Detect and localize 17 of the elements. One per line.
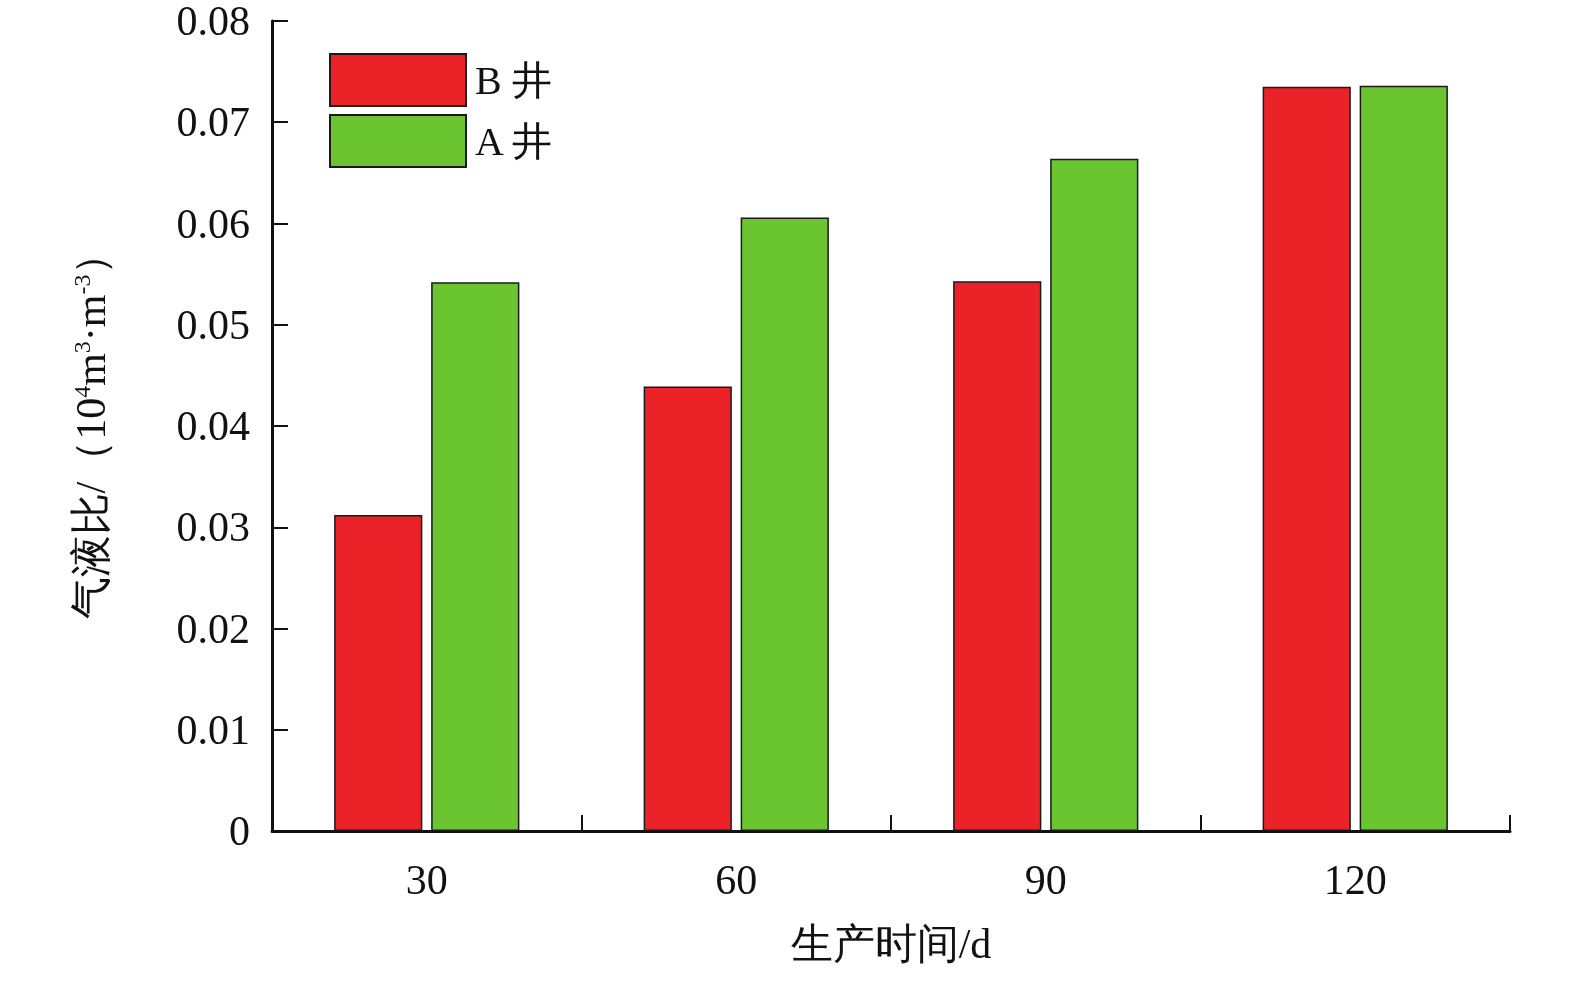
y-tick-label: 0 [229,808,250,854]
x-tick-label: 30 [405,857,448,903]
x-tick-label: 90 [1024,857,1067,903]
y-tick-label: 0.03 [176,504,250,551]
x-tick-label: 120 [1323,857,1387,903]
y-tick-label: 0.01 [176,706,250,753]
y-tick-label: 0.07 [176,99,250,146]
y-tick-label: 0.06 [176,200,250,247]
legend-label: A 井 [475,118,552,164]
y-tick-label: 0.04 [176,403,250,449]
y-tick-label: 0.02 [176,605,250,652]
y-axis-title: 气液比/（104m3·m-3） [68,232,114,620]
x-tick-label: 60 [715,857,758,903]
x-axis-title: 生产时间/d [790,921,992,967]
y-tick-label: 0.05 [176,301,250,348]
y-tick-label: 0.08 [176,0,250,44]
legend-label: B 井 [475,57,552,103]
